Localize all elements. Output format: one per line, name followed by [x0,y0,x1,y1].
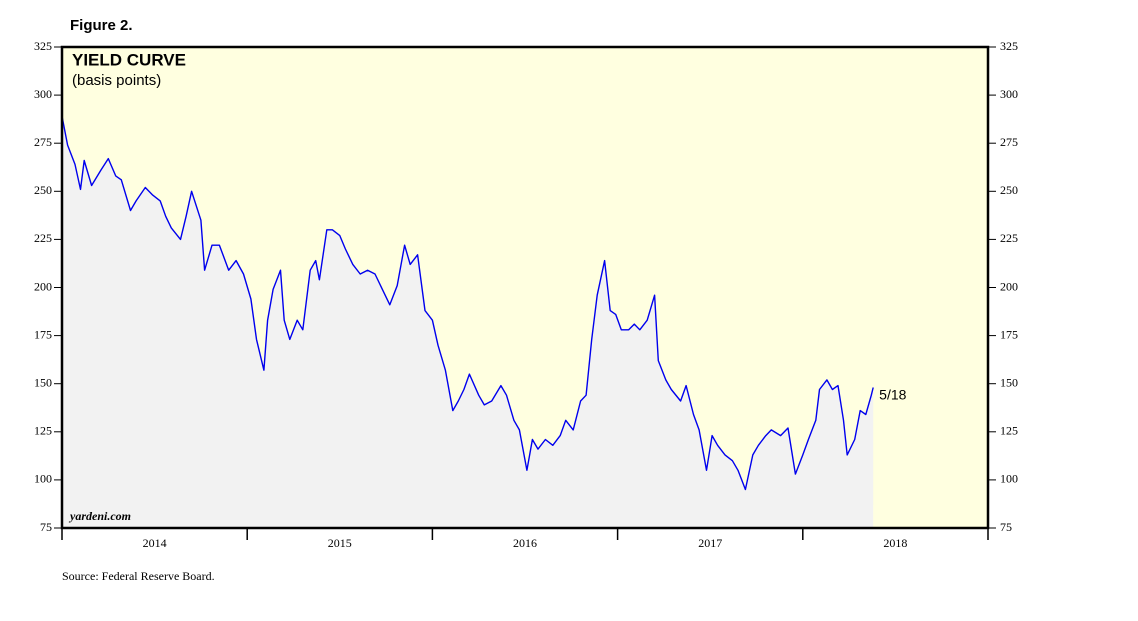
y-tick-label: 100 [34,472,52,486]
y2-tick-label: 225 [1000,231,1018,245]
y-tick-label: 225 [34,231,52,245]
y-tick-label: 75 [40,520,52,534]
y2-tick-label: 150 [1000,375,1018,389]
x-tick-label: 2016 [513,536,537,550]
x-tick-label: 2018 [883,536,907,550]
y2-tick-label: 275 [1000,135,1018,149]
y-tick-label: 200 [34,279,52,293]
y-tick-label: 125 [34,424,52,438]
y2-tick-label: 75 [1000,520,1012,534]
y2-tick-label: 125 [1000,424,1018,438]
y2-tick-label: 250 [1000,183,1018,197]
y2-tick-label: 175 [1000,327,1018,341]
chart-title: YIELD CURVE [72,50,186,69]
y-tick-label: 275 [34,135,52,149]
y-tick-label: 325 [34,39,52,53]
figure-label: Figure 2. [70,17,133,34]
y-tick-label: 300 [34,87,52,101]
y-tick-label: 175 [34,327,52,341]
plot-area [61,47,988,529]
x-tick-label: 2017 [698,536,722,550]
y2-tick-label: 300 [1000,87,1018,101]
source-note: Source: Federal Reserve Board. [62,569,215,583]
data-line [61,116,874,491]
watermark: yardeni.com [68,509,131,523]
area-fill [62,116,874,529]
y2-tick-label: 325 [1000,39,1018,53]
chart-subtitle: (basis points) [72,72,161,89]
y2-tick-label: 100 [1000,472,1018,486]
y2-tick-label: 200 [1000,279,1018,293]
y-tick-label: 150 [34,375,52,389]
x-tick-label: 2014 [143,536,167,550]
y-tick-label: 250 [34,183,52,197]
end-label: 5/18 [879,386,906,402]
x-tick-label: 2015 [328,536,352,550]
